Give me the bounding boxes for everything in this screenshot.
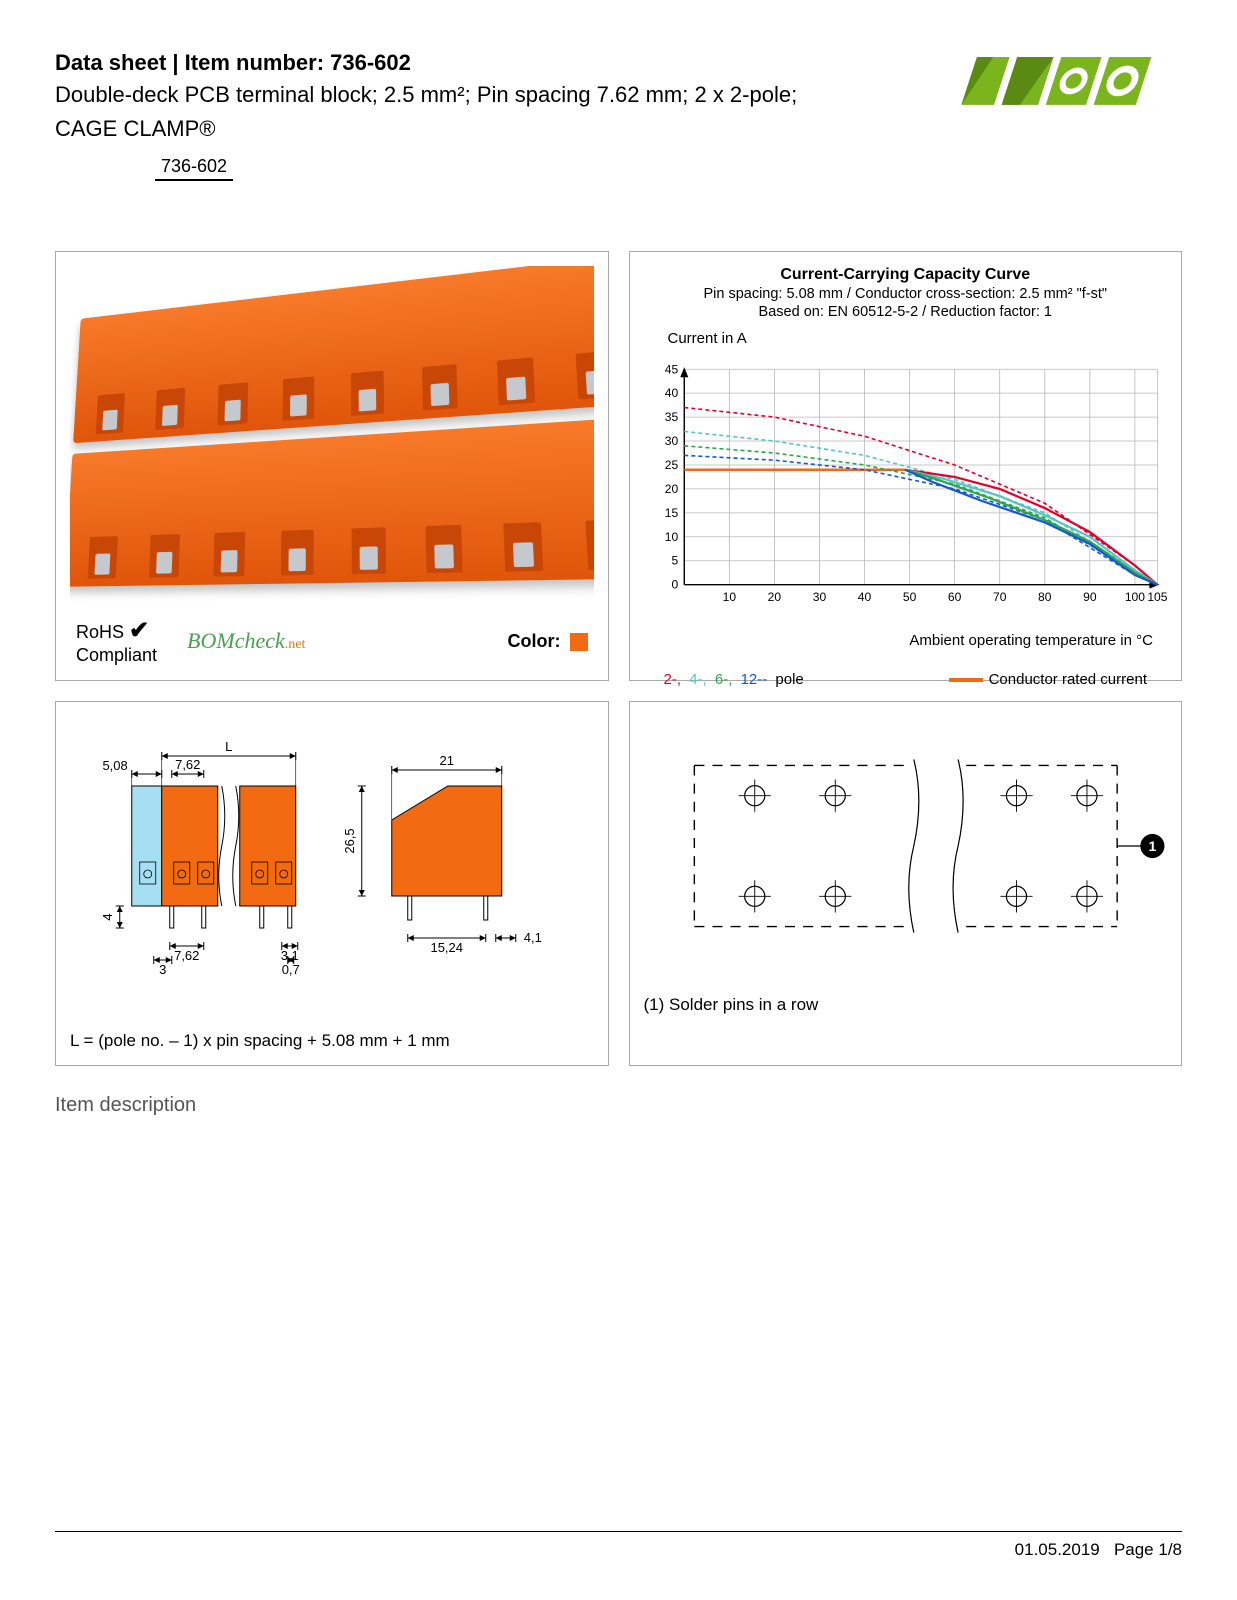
svg-text:30: 30 — [664, 434, 678, 448]
compliant-label: Compliant — [76, 645, 157, 666]
svg-text:25: 25 — [664, 458, 678, 472]
svg-text:45: 45 — [664, 363, 678, 377]
svg-text:4: 4 — [100, 914, 115, 921]
svg-text:15: 15 — [664, 506, 678, 520]
title-item: Item number: 736-602 — [185, 50, 411, 75]
svg-text:10: 10 — [664, 530, 678, 544]
header: Data sheet | Item number: 736-602 Double… — [55, 50, 1182, 181]
svg-text:35: 35 — [664, 410, 678, 424]
svg-text:5,08: 5,08 — [102, 758, 127, 773]
svg-text:L: L — [225, 739, 232, 754]
footprint-panel: 1 (1) Solder pins in a row — [629, 701, 1183, 1066]
chart-x-label: Ambient operating temperature in °C — [644, 632, 1154, 649]
svg-text:80: 80 — [1038, 590, 1052, 604]
svg-text:4,1: 4,1 — [524, 930, 542, 945]
footprint-note: (1) Solder pins in a row — [644, 995, 1168, 1015]
svg-text:3: 3 — [159, 962, 166, 977]
svg-text:40: 40 — [857, 590, 871, 604]
check-icon: ✔ — [129, 617, 149, 644]
capacity-chart: 0 5 10 15 20 25 30 35 40 45 10 20 30 40 50 60 70 80 90 1001… — [644, 351, 1168, 621]
chart-title: Current-Carrying Capacity Curve — [644, 266, 1168, 284]
description-line1: Double-deck PCB terminal block; 2.5 mm²;… — [55, 80, 952, 110]
svg-text:60: 60 — [947, 590, 961, 604]
svg-text:70: 70 — [992, 590, 1006, 604]
chart-subtitle1: Pin spacing: 5.08 mm / Conductor cross-s… — [644, 286, 1168, 302]
svg-text:0: 0 — [671, 578, 678, 592]
svg-text:7,62: 7,62 — [174, 948, 199, 963]
product-render — [70, 266, 594, 608]
footer-date: 01.05.2019 — [1015, 1540, 1100, 1559]
dimension-drawing-panel: L5,087,627,6233,10,742126,515,244,1 L = … — [55, 701, 609, 1066]
svg-text:20: 20 — [767, 590, 781, 604]
svg-text:21: 21 — [440, 753, 454, 768]
title-sep: | — [166, 50, 184, 75]
svg-text:40: 40 — [664, 387, 678, 401]
rohs-compliant: RoHS ✔ Compliant BOMcheck.net — [76, 616, 305, 666]
footprint-drawing: 1 — [644, 716, 1168, 976]
title-prefix: Data sheet — [55, 50, 166, 75]
svg-text:26,5: 26,5 — [342, 829, 357, 854]
section-heading: Item description — [55, 1094, 1182, 1117]
chart-legend-rated: Conductor rated current — [949, 671, 1147, 688]
chart-subtitle2: Based on: EN 60512-5-2 / Reduction facto… — [644, 304, 1168, 320]
color-swatch — [570, 633, 588, 651]
header-text: Data sheet | Item number: 736-602 Double… — [55, 50, 952, 181]
capacity-chart-panel: Current-Carrying Capacity Curve Pin spac… — [629, 251, 1183, 681]
svg-text:0,7: 0,7 — [282, 962, 300, 977]
color-label: Color: — [507, 631, 560, 651]
color-indicator: Color: — [507, 631, 587, 652]
footer-page: Page 1/8 — [1114, 1540, 1182, 1559]
svg-text:7,62: 7,62 — [175, 757, 200, 772]
bomcheck-logo: BOMcheck.net — [187, 628, 305, 654]
svg-text:50: 50 — [902, 590, 916, 604]
item-badge: 736-602 — [155, 153, 233, 181]
wago-logo — [952, 50, 1182, 115]
svg-text:20: 20 — [664, 482, 678, 496]
product-photo-panel: RoHS ✔ Compliant BOMcheck.net Color: — [55, 251, 609, 681]
rohs-label: RoHS ✔ — [76, 616, 157, 645]
svg-text:90: 90 — [1083, 590, 1097, 604]
svg-text:5: 5 — [671, 554, 678, 568]
svg-text:105: 105 — [1147, 590, 1167, 604]
chart-legend-poles: 2-, 4-, 6-, 12-- pole — [664, 671, 808, 688]
svg-text:100: 100 — [1124, 590, 1144, 604]
svg-text:15,24: 15,24 — [430, 940, 463, 955]
description-line2: CAGE CLAMP® — [55, 114, 952, 144]
dimension-drawing: L5,087,627,6233,10,742126,515,244,1 — [70, 716, 594, 996]
page-title: Data sheet | Item number: 736-602 — [55, 50, 952, 76]
dimension-formula: L = (pole no. – 1) x pin spacing + 5.08 … — [70, 1031, 594, 1051]
svg-text:30: 30 — [812, 590, 826, 604]
svg-text:1: 1 — [1148, 838, 1156, 854]
svg-text:10: 10 — [722, 590, 736, 604]
chart-y-label: Current in A — [668, 330, 1168, 347]
footer: 01.05.2019 Page 1/8 — [55, 1531, 1182, 1560]
